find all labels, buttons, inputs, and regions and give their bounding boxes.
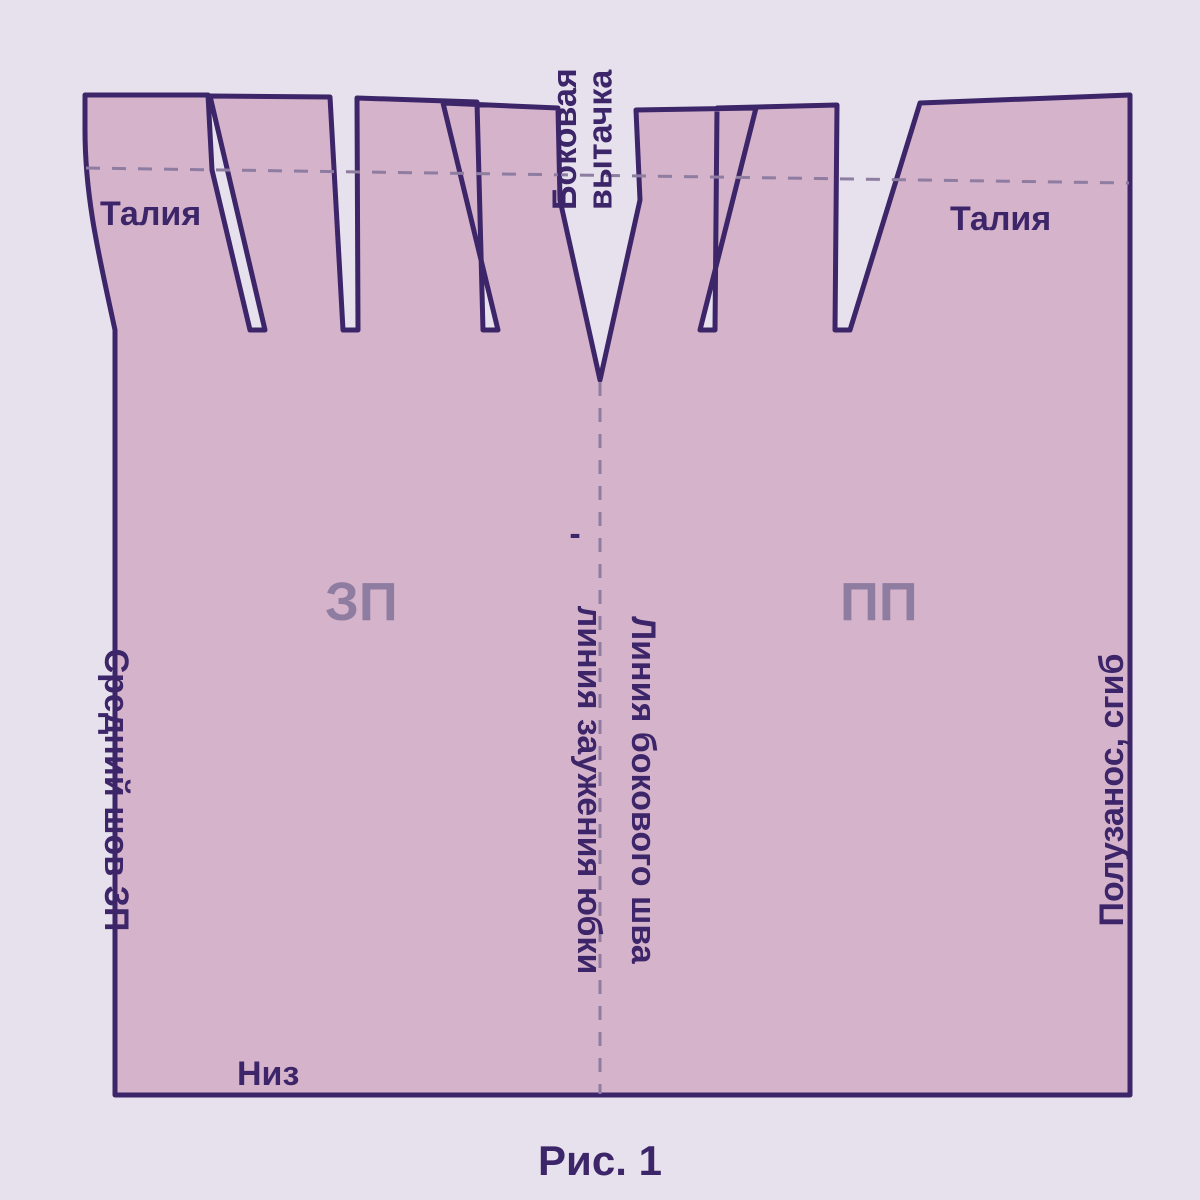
label-center-seam: Средний шов ЗП	[97, 649, 135, 932]
label-hem: Низ	[237, 1055, 299, 1093]
label-taper-line: линия заужения юбки	[570, 606, 608, 975]
label-front-panel: ПП	[840, 572, 918, 632]
pattern-diagram: Талия Талия Низ ЗП ПП Боковаявытачка Средний ш…	[0, 0, 1200, 1200]
label-fold-line: Полузанос, сгиб	[1093, 654, 1131, 927]
label-separator-dash: -	[569, 515, 580, 553]
label-side-seam: Линия бокового шва	[624, 616, 662, 965]
label-waist-right: Талия	[950, 200, 1051, 238]
label-side-dart: Боковаявытачка	[546, 68, 620, 210]
label-waist-left: Талия	[100, 195, 201, 233]
label-back-panel: ЗП	[325, 572, 398, 632]
figure-caption: Рис. 1	[538, 1137, 662, 1184]
